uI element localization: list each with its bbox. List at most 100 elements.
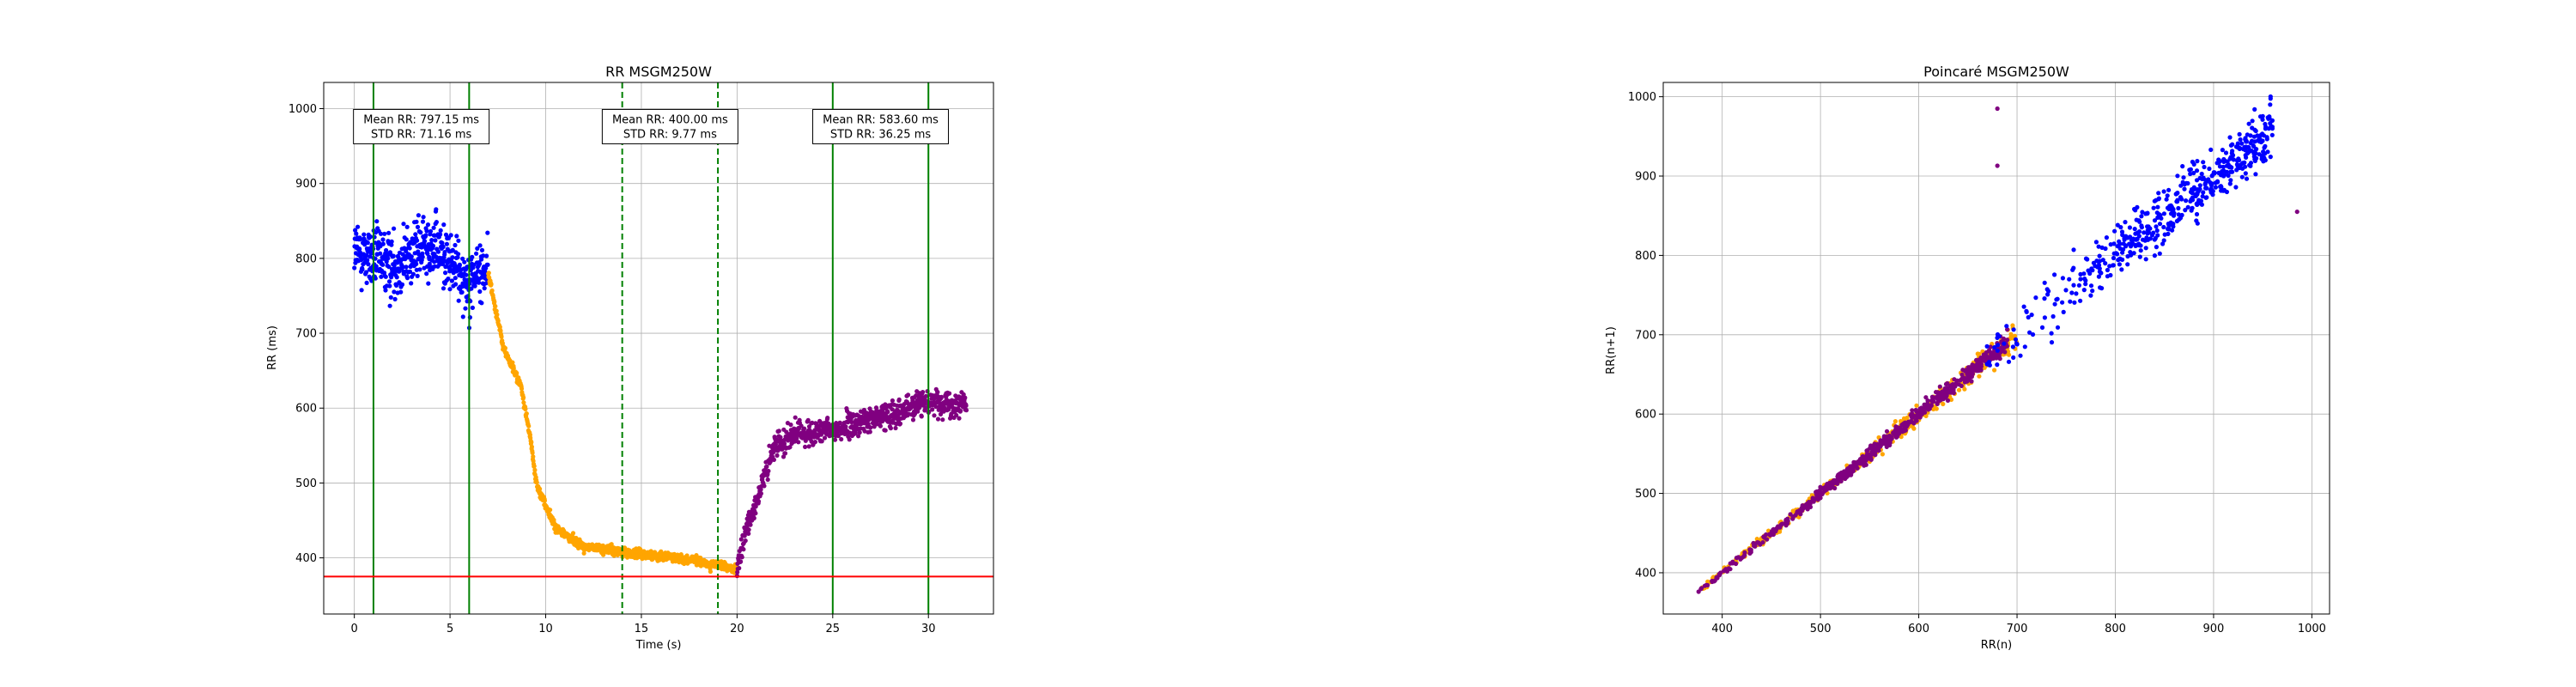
poincare-ytick-label: 500 <box>1635 488 1656 501</box>
poincare-point-blue <box>2099 286 2105 291</box>
poincare-point-purple <box>1910 415 1915 420</box>
poincare-point-blue <box>2228 155 2233 160</box>
rr-point-blue <box>404 224 410 229</box>
poincare-point-purple <box>1947 390 1952 395</box>
poincare-point-blue <box>2230 149 2235 154</box>
rr-point-blue <box>434 220 439 225</box>
rr-point-purple <box>963 408 969 413</box>
rr-point-purple <box>935 390 940 395</box>
poincare-outlier-point <box>2294 209 2300 215</box>
rr-point-purple <box>805 417 811 423</box>
poincare-point-purple <box>1884 429 1890 434</box>
rr-point-blue <box>355 224 361 229</box>
poincare-point-blue <box>2074 291 2079 296</box>
poincare-point-blue <box>2085 257 2090 262</box>
rr-point-blue <box>477 289 483 295</box>
poincare-point-blue <box>2246 121 2251 126</box>
rr-point-purple <box>743 538 748 544</box>
poincare-point-blue <box>2097 258 2102 264</box>
rr-point-blue <box>392 226 397 231</box>
rr-point-blue <box>392 289 397 295</box>
poincare-point-orange <box>1992 368 1997 373</box>
rr-point-orange <box>532 467 538 473</box>
poincare-point-blue <box>2111 255 2117 261</box>
poincare-point-blue <box>2097 253 2102 258</box>
poincare-point-purple <box>1951 387 1956 392</box>
rr-point-blue <box>477 261 483 266</box>
rr-point-purple <box>806 424 812 429</box>
rr-annotation-text: STD RR: 36.25 ms <box>830 128 932 141</box>
poincare-point-purple <box>2005 327 2010 332</box>
rr-point-purple <box>932 413 937 418</box>
poincare-point-blue <box>2221 164 2226 169</box>
poincare-point-blue <box>2018 353 2023 358</box>
poincare-point-blue <box>2263 126 2268 131</box>
rr-point-purple <box>919 414 924 419</box>
rr-xtick-label: 15 <box>635 623 649 635</box>
poincare-point-blue <box>2220 148 2225 153</box>
rr-point-purple <box>915 409 920 414</box>
poincare-point-purple <box>1976 363 1981 369</box>
poincare-point-blue <box>2158 213 2163 218</box>
poincare-point-blue <box>2224 163 2229 168</box>
rr-point-purple <box>748 522 753 527</box>
poincare-point-blue <box>2002 341 2007 346</box>
poincare-point-blue <box>2181 175 2186 180</box>
poincare-point-blue <box>2132 206 2137 212</box>
rr-point-blue <box>394 275 399 280</box>
poincare-point-purple <box>1884 438 1889 443</box>
poincare-ytick-label: 400 <box>1635 567 1656 580</box>
rr-point-purple <box>868 425 873 430</box>
rr-point-blue <box>464 272 469 277</box>
poincare-point-blue <box>2157 251 2162 256</box>
poincare-point-purple <box>1771 526 1777 532</box>
rr-point-purple <box>888 426 893 431</box>
rr-point-purple <box>963 403 969 408</box>
poincare-point-blue <box>2261 149 2266 155</box>
poincare-point-blue <box>2245 132 2250 137</box>
rr-point-purple <box>775 453 780 459</box>
rr-point-purple <box>910 417 916 423</box>
poincare-point-blue <box>2117 256 2123 261</box>
rr-point-blue <box>429 238 434 243</box>
poincare-point-blue <box>2208 147 2214 152</box>
rr-point-blue <box>389 242 394 247</box>
poincare-point-blue <box>2045 292 2050 297</box>
poincare-point-purple <box>1836 472 1841 477</box>
rr-point-blue <box>446 277 451 282</box>
rr-point-purple <box>930 407 935 412</box>
rr-point-blue <box>386 264 392 270</box>
rr-ytick-label: 600 <box>295 403 317 416</box>
poincare-point-blue <box>2174 218 2179 224</box>
poincare-point-blue <box>2120 232 2125 238</box>
rr-point-purple <box>738 559 744 564</box>
poincare-point-blue <box>2096 274 2101 279</box>
poincare-point-blue <box>2081 271 2087 277</box>
poincare-point-blue <box>2152 253 2157 258</box>
poincare-point-blue <box>2154 228 2160 234</box>
rr-point-purple <box>940 417 945 423</box>
poincare-point-blue <box>2136 218 2142 223</box>
poincare-point-purple <box>1696 589 1701 594</box>
poincare-point-blue <box>2268 102 2273 107</box>
poincare-point-orange <box>1941 401 1946 407</box>
rr-point-blue <box>388 295 393 300</box>
poincare-point-blue <box>2188 167 2193 172</box>
poincare-point-blue <box>2167 204 2172 209</box>
rr-point-orange <box>538 486 543 491</box>
poincare-point-blue <box>2182 186 2187 192</box>
rr-point-blue <box>379 274 384 279</box>
rr-point-blue <box>460 314 465 319</box>
poincare-point-purple <box>1828 483 1833 489</box>
poincare-point-blue <box>2138 248 2143 253</box>
poincare-point-blue <box>2199 171 2204 177</box>
rr-point-blue <box>432 259 437 264</box>
rr-point-blue <box>414 261 419 266</box>
poincare-point-blue <box>2155 204 2160 210</box>
poincare-point-purple <box>1986 348 1992 353</box>
rr-point-orange <box>694 553 699 558</box>
poincare-point-purple <box>1790 515 1795 520</box>
poincare-point-orange <box>1899 435 1904 440</box>
poincare-point-blue <box>2049 331 2054 336</box>
poincare-ytick-label: 600 <box>1635 409 1656 422</box>
